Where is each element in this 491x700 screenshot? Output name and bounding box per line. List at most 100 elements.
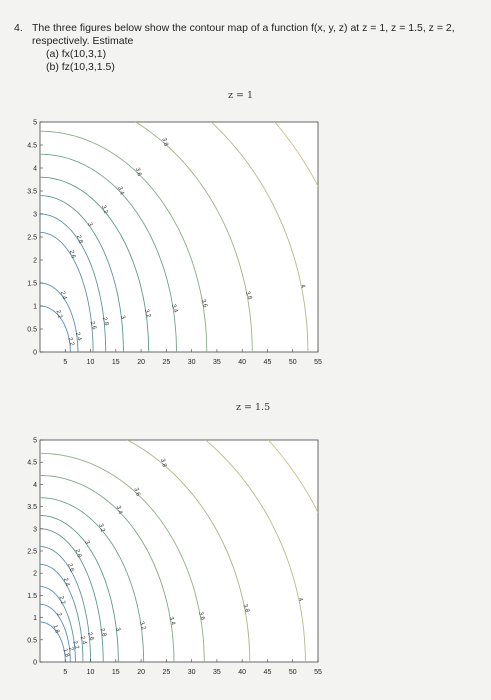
- x-tick-label: 30: [188, 669, 196, 676]
- x-tick-label: 5: [63, 359, 67, 366]
- contour-line-2.4: [40, 563, 84, 662]
- contour-label-high-3.6: 3.6: [134, 167, 142, 177]
- x-tick-label: 25: [162, 669, 170, 676]
- contour-line-3.8: [134, 122, 253, 352]
- contour-label-low-1.8: 1.8: [62, 648, 70, 658]
- contour-line-3.4: [40, 153, 177, 352]
- contour-label-low-3.6: 3.6: [197, 611, 205, 621]
- plot-frame: [39, 121, 319, 353]
- x-tick-label: 50: [289, 669, 297, 676]
- x-tick-label: 25: [162, 359, 170, 366]
- x-tick-label: 20: [137, 359, 145, 366]
- y-tick-label: 2.5: [27, 549, 37, 556]
- contour-line-4: [204, 440, 306, 662]
- y-tick-label: 3.5: [27, 189, 37, 196]
- chart-2-title: z = 1.5: [236, 402, 271, 413]
- contour-line-2.2: [40, 305, 71, 352]
- contour-line-3: [40, 195, 124, 352]
- contour-label-low-3.2: 3.2: [138, 621, 146, 631]
- y-tick-label: 1: [33, 304, 37, 311]
- contour-label-high-3: 3: [86, 222, 93, 228]
- contour-label-high-2: 2: [55, 612, 62, 618]
- y-tick-label: 1.5: [27, 281, 37, 288]
- contour-label-high-3.8: 3.8: [159, 458, 167, 468]
- contour-label-high-2.4: 2.4: [59, 291, 67, 301]
- problem-statement: 4. The three figures below show the cont…: [14, 22, 484, 74]
- contour-label-low-2.8: 2.8: [101, 317, 109, 327]
- contour-line-2: [40, 603, 71, 662]
- contour-label-high-2.6: 2.6: [66, 563, 74, 573]
- contour-label-high-3.2: 3.2: [100, 205, 108, 215]
- x-tick-label: 15: [112, 669, 120, 676]
- x-tick-label: 45: [264, 359, 272, 366]
- contour-label-high-3.4: 3.4: [116, 186, 124, 196]
- contour-label-low-3.8: 3.8: [242, 603, 250, 613]
- contour-label-low-2.2: 2.2: [66, 337, 74, 347]
- x-tick-label: 55: [314, 359, 322, 366]
- contour-label-high-3.8: 3.8: [160, 137, 168, 147]
- x-tick-label: 45: [264, 669, 272, 676]
- y-tick-label: 4.5: [27, 143, 37, 150]
- contour-line-3.2: [40, 497, 145, 662]
- statement-line-2: respectively. Estimate: [32, 35, 134, 47]
- contour-line-3.2: [40, 176, 150, 352]
- contour-label-low-2.4: 2.4: [79, 635, 87, 645]
- contour-label-low-3.8: 3.8: [244, 291, 252, 301]
- contour-label-high-3: 3: [83, 540, 90, 546]
- contour-label-low-3.4: 3.4: [168, 616, 176, 626]
- y-tick-label: 2.5: [27, 235, 37, 242]
- contour-line-1.8: [40, 621, 66, 662]
- x-tick-label: 40: [238, 669, 246, 676]
- y-tick-label: 4: [33, 482, 37, 489]
- y-tick-label: 0.5: [27, 637, 37, 644]
- x-tick-label: 40: [238, 359, 246, 366]
- contour-line-2.4: [40, 282, 79, 352]
- y-tick-label: 1.5: [27, 593, 37, 600]
- x-tick-label: 20: [137, 669, 145, 676]
- chart-1-title: z = 1: [228, 90, 254, 101]
- statement-line-1: The three figures below show the contour…: [32, 22, 455, 34]
- y-tick-label: 2: [33, 258, 37, 265]
- contour-line-3: [40, 515, 119, 662]
- x-tick-label: 35: [213, 359, 221, 366]
- y-tick-label: 3.5: [27, 504, 37, 511]
- contour-line-2.8: [40, 528, 104, 662]
- contour-label-high-1.8: 1.8: [52, 624, 60, 634]
- x-tick-label: 5: [63, 669, 67, 676]
- contour-line-3.8: [126, 440, 251, 662]
- contour-label-low-4: 4: [297, 597, 304, 603]
- problem-number: 4.: [14, 22, 23, 34]
- contour-label-high-2.8: 2.8: [75, 234, 83, 244]
- contour-label-low-4: 4: [299, 284, 306, 290]
- contour-label-high-2.6: 2.6: [68, 249, 76, 259]
- contour-label-low-2.6: 2.6: [89, 321, 97, 331]
- part-a: (a) fx(10,3,1): [46, 48, 107, 60]
- y-tick-label: 3: [33, 212, 37, 219]
- contour-label-low-2.8: 2.8: [99, 628, 107, 638]
- contour-label-low-2.4: 2.4: [74, 332, 82, 342]
- y-tick-label: 0.5: [27, 327, 37, 334]
- contour-label-high-3.2: 3.2: [97, 523, 105, 533]
- x-tick-label: 15: [112, 359, 120, 366]
- x-tick-label: 10: [87, 669, 95, 676]
- contour-label-low-3: 3: [119, 315, 126, 321]
- contour-label-low-2: 2: [67, 647, 74, 653]
- contour-label-high-3.6: 3.6: [132, 487, 140, 497]
- x-tick-label: 10: [87, 359, 95, 366]
- x-tick-label: 50: [289, 359, 297, 366]
- y-tick-label: 5: [33, 438, 37, 445]
- contour-label-low-3.6: 3.6: [200, 299, 208, 309]
- contour-label-high-2.2: 2.2: [54, 309, 62, 319]
- y-tick-label: 4: [33, 166, 37, 173]
- contour-label-high-2.2: 2.2: [57, 595, 65, 605]
- y-tick-label: 0: [33, 350, 37, 357]
- part-b: (b) fz(10,3,1.5): [46, 61, 115, 73]
- contour-label-high-2.8: 2.8: [74, 548, 82, 558]
- contour-label-high-2.4: 2.4: [62, 577, 70, 587]
- contour-line-2.6: [40, 546, 91, 662]
- contour-label-low-2.2: 2.2: [71, 640, 79, 650]
- contour-line-3.6: [40, 452, 205, 662]
- contour-line-2.2: [40, 586, 76, 662]
